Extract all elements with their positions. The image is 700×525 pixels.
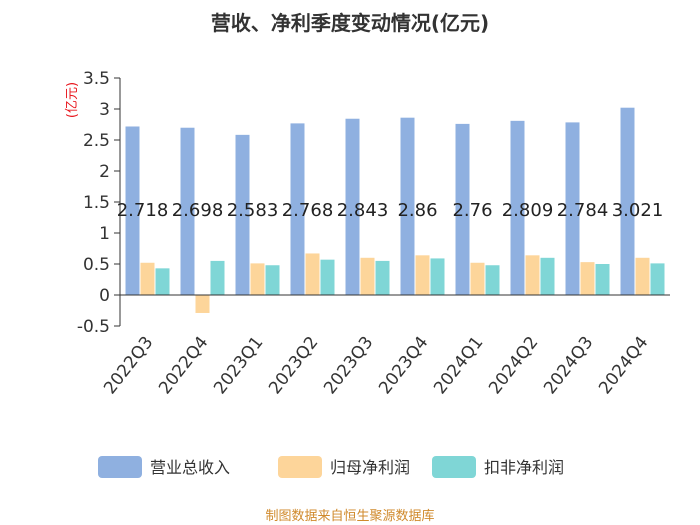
data-source-note: 制图数据来自恒生聚源数据库 xyxy=(265,508,434,524)
x-tick-label: 2023Q3 xyxy=(320,333,377,398)
data-label: 2.768 xyxy=(282,200,334,221)
bar-归母净利润-2023Q3 xyxy=(360,257,375,295)
y-tick-label: 3.5 xyxy=(83,69,110,89)
x-tick-label: 2024Q2 xyxy=(485,333,542,398)
x-tick-label: 2023Q4 xyxy=(375,333,432,398)
bar-扣非净利润-2023Q2 xyxy=(320,259,335,295)
y-axis: 3.5 3 2.5 2 1.5 1 0.5 0 -0.5 xyxy=(77,69,121,337)
legend-label: 营业总收入 xyxy=(150,458,230,477)
data-label: 2.698 xyxy=(172,200,224,221)
data-label: 2.86 xyxy=(397,200,437,221)
bar-营业总收入-2023Q4 xyxy=(400,117,415,296)
x-axis: 2022Q32022Q42023Q12023Q22023Q32023Q42024… xyxy=(100,294,670,398)
x-tick-label: 2024Q4 xyxy=(595,333,652,398)
legend-swatch xyxy=(98,456,142,478)
bar-归母净利润-2022Q4 xyxy=(195,295,210,313)
bar-扣非净利润-2024Q4 xyxy=(650,263,665,295)
y-tick-label: 0.5 xyxy=(83,255,110,275)
bar-归母净利润-2023Q4 xyxy=(415,255,430,295)
x-tick-label: 2023Q2 xyxy=(265,333,322,398)
bars-layer xyxy=(125,107,665,313)
bar-营业总收入-2022Q3 xyxy=(125,126,140,295)
y-tick-label: 1 xyxy=(99,224,110,244)
data-label: 3.021 xyxy=(612,200,664,221)
legend-label: 扣非净利润 xyxy=(484,458,564,477)
bar-营业总收入-2024Q2 xyxy=(510,120,525,295)
y-tick-label: 3 xyxy=(99,100,110,120)
legend-label: 归母净利润 xyxy=(330,458,410,477)
y-tick-label: -0.5 xyxy=(77,317,110,337)
chart-title: 营收、净利季度变动情况(亿元) xyxy=(211,11,489,35)
x-tick-label: 2022Q4 xyxy=(155,333,212,398)
bar-归母净利润-2024Q1 xyxy=(470,262,485,295)
bar-扣非净利润-2024Q2 xyxy=(540,257,555,295)
bar-归母净利润-2024Q4 xyxy=(635,257,650,295)
bar-扣非净利润-2023Q3 xyxy=(375,260,390,295)
y-tick-label: 2.5 xyxy=(83,131,110,151)
bar-归母净利润-2024Q3 xyxy=(580,262,595,295)
data-label: 2.76 xyxy=(452,200,492,221)
data-label: 2.718 xyxy=(117,200,169,221)
x-tick-label: 2024Q1 xyxy=(430,333,487,398)
bar-扣非净利润-2022Q4 xyxy=(210,260,225,295)
bar-营业总收入-2022Q4 xyxy=(180,127,195,295)
bar-归母净利润-2023Q2 xyxy=(305,253,320,295)
legend: 营业总收入 归母净利润 扣非净利润 xyxy=(98,456,564,478)
bar-营业总收入-2024Q3 xyxy=(565,122,580,295)
y-tick-label: 1.5 xyxy=(83,193,110,213)
bar-扣非净利润-2023Q4 xyxy=(430,258,445,295)
data-label: 2.583 xyxy=(227,200,279,221)
bar-归母净利润-2024Q2 xyxy=(525,255,540,295)
bar-扣非净利润-2024Q1 xyxy=(485,265,500,295)
bar-营业总收入-2023Q3 xyxy=(345,118,360,295)
legend-swatch xyxy=(278,456,322,478)
bar-营业总收入-2024Q1 xyxy=(455,123,470,295)
data-label: 2.809 xyxy=(502,200,554,221)
x-tick-label: 2023Q1 xyxy=(210,333,267,398)
y-axis-unit: (亿元) xyxy=(65,82,80,118)
bar-营业总收入-2023Q2 xyxy=(290,123,305,295)
bar-营业总收入-2023Q1 xyxy=(235,134,250,295)
y-tick-label: 2 xyxy=(99,162,110,182)
legend-swatch xyxy=(432,456,476,478)
data-labels-layer: 2.718 2.698 2.583 2.768 2.843 2.86 2.76 2.809 2.… xyxy=(117,200,664,221)
data-label: 2.784 xyxy=(557,200,609,221)
bar-营业总收入-2024Q4 xyxy=(620,107,635,295)
bar-扣非净利润-2024Q3 xyxy=(595,264,610,295)
bar-扣非净利润-2023Q1 xyxy=(265,265,280,295)
x-tick-label: 2024Q3 xyxy=(540,333,597,398)
y-tick-label: 0 xyxy=(99,286,110,306)
bar-归母净利润-2023Q1 xyxy=(250,263,265,295)
data-label: 2.843 xyxy=(337,200,389,221)
x-tick-label: 2022Q3 xyxy=(100,333,157,398)
bar-扣非净利润-2022Q3 xyxy=(155,268,170,295)
bar-归母净利润-2022Q3 xyxy=(140,262,155,295)
